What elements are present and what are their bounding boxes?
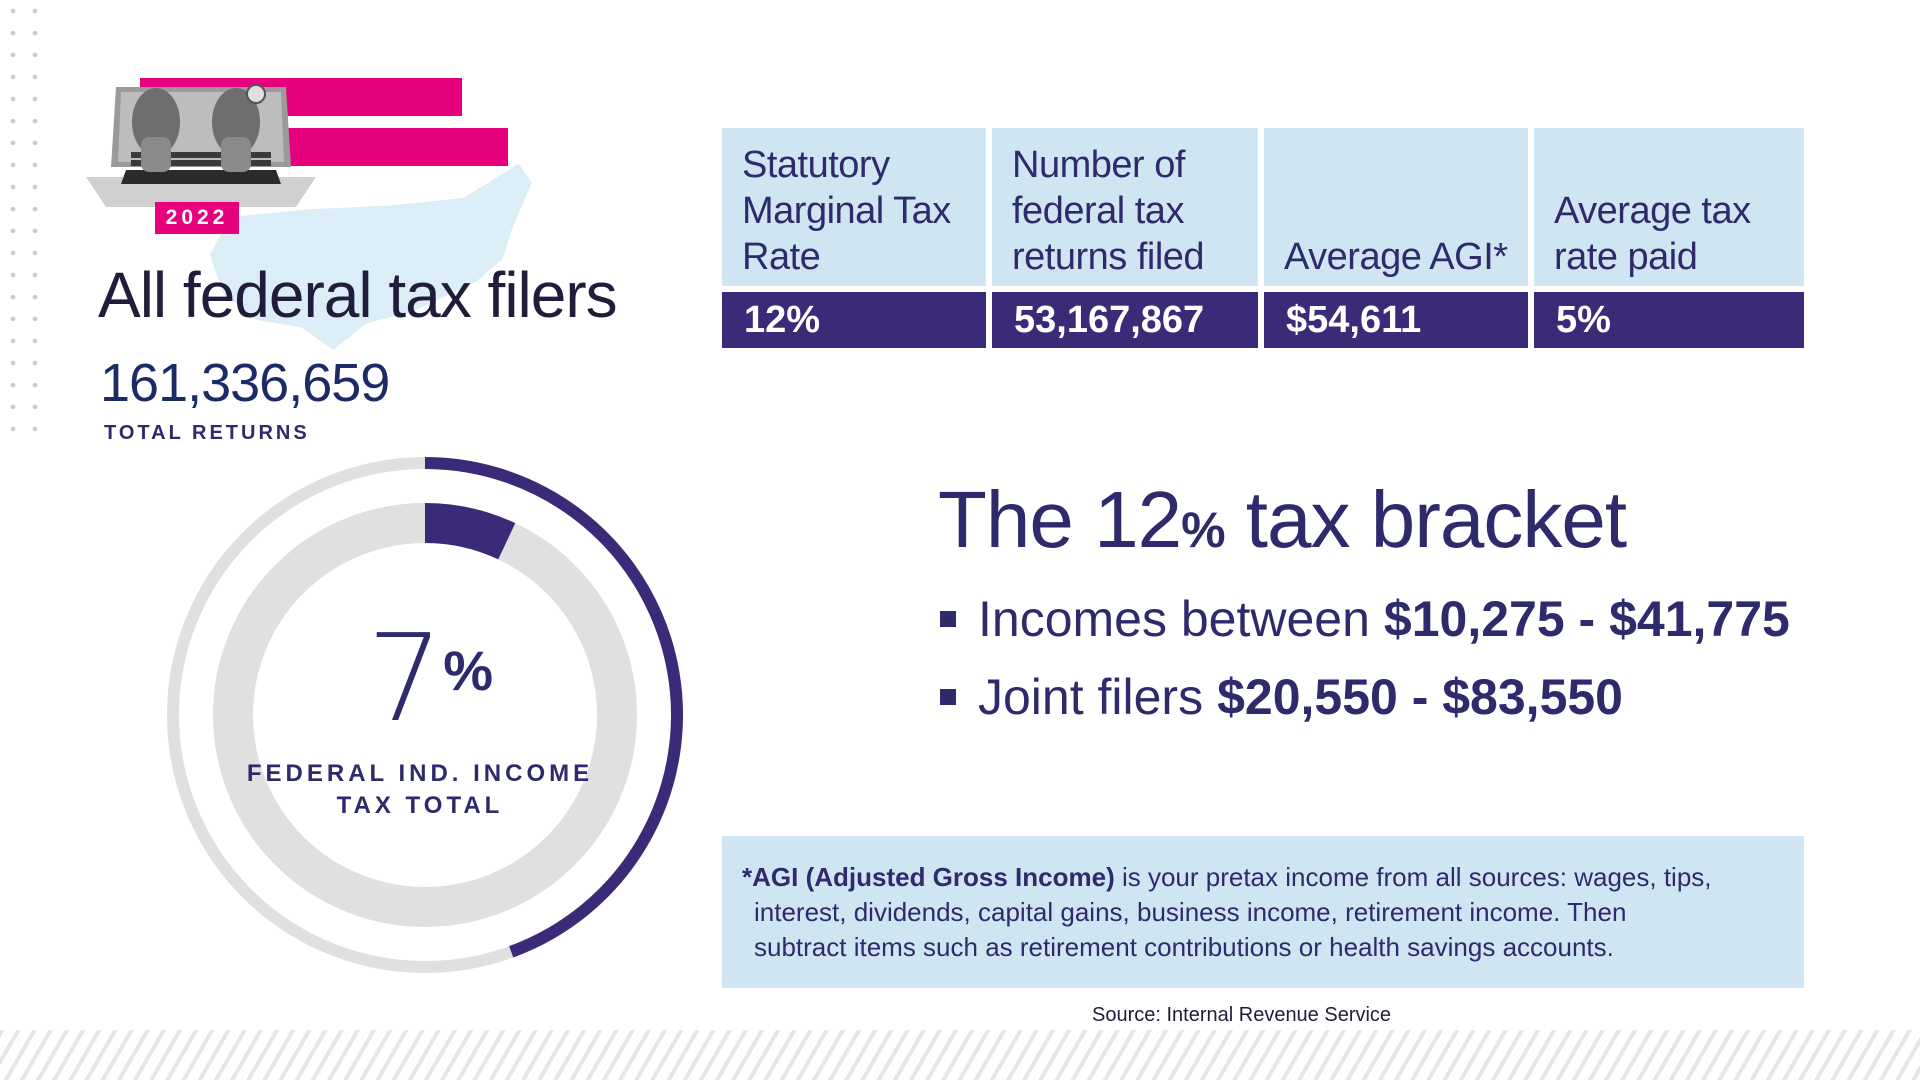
bracket-title-pct: %: [1181, 502, 1225, 558]
table-value-cell: 53,167,867: [992, 292, 1258, 348]
table-column: Average AGI* $54,611: [1264, 128, 1528, 348]
donut-percent-sign: %: [443, 639, 494, 702]
table-header-cell: Average tax rate paid: [1534, 128, 1804, 286]
pink-bar-bottom: [278, 128, 508, 166]
table-header-text: Average AGI*: [1284, 236, 1508, 278]
agi-line2: interest, dividends, capital gains, busi…: [754, 897, 1627, 927]
donut-gauge: [167, 457, 683, 973]
donut-percent: 7%: [300, 610, 560, 749]
list-item: Incomes between $10,275 - $41,775: [940, 580, 1790, 658]
table-value-cell: $54,611: [1264, 292, 1528, 348]
donut-label-line1: FEDERAL IND. INCOME: [246, 760, 594, 787]
list-item-text: Joint filers: [978, 669, 1204, 725]
square-bullet-icon: [940, 611, 956, 627]
table-header-cell: Statutory Marginal Tax Rate: [722, 128, 986, 286]
table-column: Statutory Marginal Tax Rate 12%: [722, 128, 986, 348]
list-item-text: Incomes between: [978, 591, 1370, 647]
list-item-amount: $10,275 - $41,775: [1383, 591, 1790, 647]
table-header-text: Average tax rate paid: [1554, 190, 1751, 278]
agi-footnote: *AGI (Adjusted Gross Income) is your pre…: [722, 836, 1804, 988]
year-badge: 2022: [155, 202, 239, 234]
agi-term: *AGI (Adjusted Gross Income): [742, 862, 1115, 892]
table-value-cell: 5%: [1534, 292, 1804, 348]
donut-label: FEDERAL IND. INCOME TAX TOTAL: [230, 758, 610, 822]
table-column: Number of federal tax returns filed 53,1…: [992, 128, 1258, 348]
table-header-cell: Average AGI*: [1264, 128, 1528, 286]
bracket-title-suffix: tax bracket: [1224, 475, 1627, 564]
dot-pattern: [0, 0, 52, 445]
page-title: All federal tax filers: [98, 259, 618, 331]
striped-footer: [0, 1030, 1920, 1080]
list-item-amount: $20,550 - $83,550: [1217, 669, 1623, 725]
table-column: Average tax rate paid 5%: [1534, 128, 1804, 348]
table-header-text: Statutory Marginal Tax Rate: [742, 144, 951, 278]
source-credit: Source: Internal Revenue Service: [1092, 1004, 1392, 1026]
bracket-title: The 12% tax bracket: [938, 474, 1627, 566]
square-bullet-icon: [940, 689, 956, 705]
laptop-hands-photo: [86, 84, 316, 207]
table-value-cell: 12%: [722, 292, 986, 348]
bracket-title-prefix: The 12: [938, 475, 1182, 564]
total-returns-value: 161,336,659: [100, 353, 390, 413]
agi-line1: is your pretax income from all sources: …: [1114, 862, 1712, 892]
donut-outer-arc: [424, 457, 683, 958]
tax-rate-table: Statutory Marginal Tax Rate 12% Number o…: [722, 128, 1804, 348]
table-header-text: Number of federal tax returns filed: [1012, 144, 1205, 278]
table-header-cell: Number of federal tax returns filed: [992, 128, 1258, 286]
donut-percent-number: 7: [366, 610, 444, 749]
donut-value-arc: [425, 503, 516, 560]
list-item: Joint filers $20,550 - $83,550: [940, 658, 1790, 736]
total-returns-label: TOTAL RETURNS: [104, 422, 310, 444]
donut-label-line2: TAX TOTAL: [336, 792, 504, 819]
bracket-list: Incomes between $10,275 - $41,775 Joint …: [940, 580, 1790, 736]
agi-line3: subtract items such as retirement contri…: [754, 932, 1614, 962]
